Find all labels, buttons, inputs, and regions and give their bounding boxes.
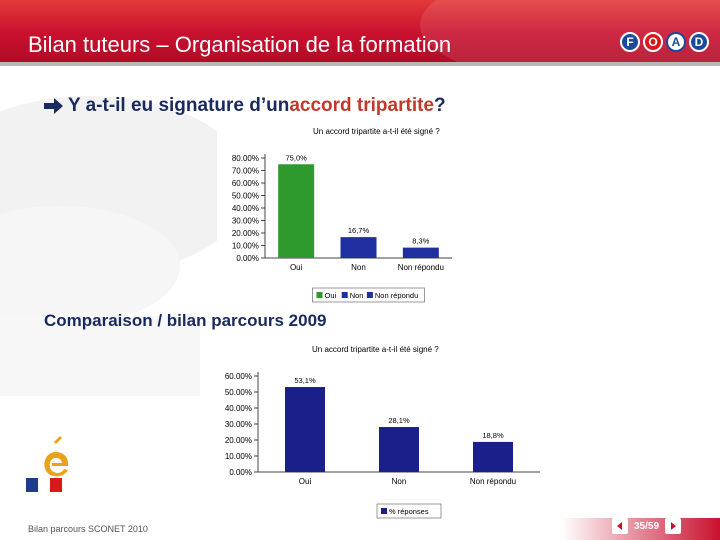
x-tick-label: Oui [290, 263, 303, 272]
prev-slide-button[interactable] [612, 518, 628, 534]
slide-header: Bilan tuteurs – Organisation de la forma… [0, 0, 720, 62]
footer-text: Bilan parcours SCONET 2010 [28, 524, 148, 534]
question: Y a-t-il eu signature d’un accord tripar… [44, 95, 446, 117]
foad-logo: F O A D [620, 32, 709, 52]
bar [340, 237, 377, 258]
y-tick-label: 60.00% [232, 179, 259, 188]
data-label: 18,8% [482, 431, 504, 440]
legend-swatch [316, 292, 323, 298]
bar [402, 247, 439, 258]
bar [379, 427, 419, 472]
legend-swatch [341, 292, 348, 298]
y-tick-label: 20.00% [232, 229, 259, 238]
y-tick-label: 40.00% [225, 404, 252, 413]
bar [278, 164, 315, 258]
arrow-right-icon [44, 98, 63, 114]
y-tick-label: 10.00% [225, 452, 252, 461]
chart-2009: Un accord tripartite a-t-il été signé ? 6… [210, 340, 550, 522]
legend-swatch [381, 508, 387, 514]
data-label: 75,0% [286, 153, 308, 162]
y-tick-label: 70.00% [232, 167, 259, 176]
y-tick-label: 50.00% [225, 388, 252, 397]
legend-swatch [366, 292, 373, 298]
question-end: ? [434, 95, 446, 116]
next-slide-button[interactable] [665, 518, 682, 534]
y-tick-label: 10.00% [232, 242, 259, 251]
y-tick-label: 40.00% [232, 204, 259, 213]
y-tick-label: 30.00% [232, 217, 259, 226]
pager: 35/59 [612, 518, 682, 534]
x-tick-label: Non [392, 477, 407, 486]
y-tick-label: 80.00% [232, 154, 259, 163]
logo-letter-a: A [666, 32, 686, 52]
logo-letter-o: O [643, 32, 663, 52]
slide-title: Bilan tuteurs – Organisation de la forma… [28, 32, 452, 57]
comparison-heading: Comparaison / bilan parcours 2009 [44, 311, 327, 330]
y-tick-label: 20.00% [225, 436, 252, 445]
chevron-left-icon [617, 522, 622, 530]
y-tick-label: 60.00% [225, 372, 252, 381]
x-tick-label: Non [351, 263, 366, 272]
legend-label: Oui [325, 291, 337, 300]
chart-title: Un accord tripartite a-t-il été signé ? [313, 127, 440, 136]
data-label: 28,1% [388, 416, 410, 425]
chevron-right-icon [671, 522, 677, 530]
y-tick-label: 50.00% [232, 192, 259, 201]
question-accent: accord tripartite [289, 95, 434, 116]
legend-label: % réponses [389, 507, 429, 516]
legend-label: Non répondu [375, 291, 418, 300]
page-number: 35/59 [634, 520, 660, 532]
bar [473, 441, 513, 472]
data-label: 53,1% [294, 376, 316, 385]
data-label: 8,3% [412, 237, 429, 246]
chart-2010: Un accord tripartite a-t-il été signé ? 8… [217, 122, 457, 304]
footer-band [0, 518, 720, 540]
legend-label: Non [350, 291, 364, 300]
logo-letter-f: F [620, 32, 640, 52]
x-tick-label: Non répondu [398, 263, 444, 272]
x-tick-label: Non répondu [470, 477, 516, 486]
question-text: Y a-t-il eu signature d’un [68, 95, 290, 116]
background-decoration [0, 96, 250, 396]
y-tick-label: 30.00% [225, 420, 252, 429]
header-underline [0, 62, 720, 66]
logo-letter-d: D [689, 32, 709, 52]
x-tick-label: Oui [299, 477, 312, 486]
french-flag [26, 478, 62, 492]
data-label: 16,7% [348, 226, 370, 235]
y-tick-label: 0.00% [236, 254, 259, 263]
ministry-logo [44, 436, 69, 477]
bar [285, 387, 325, 472]
chart-title: Un accord tripartite a-t-il été signé ? [312, 345, 439, 354]
y-tick-label: 0.00% [229, 468, 252, 477]
header-swoosh [420, 0, 720, 62]
